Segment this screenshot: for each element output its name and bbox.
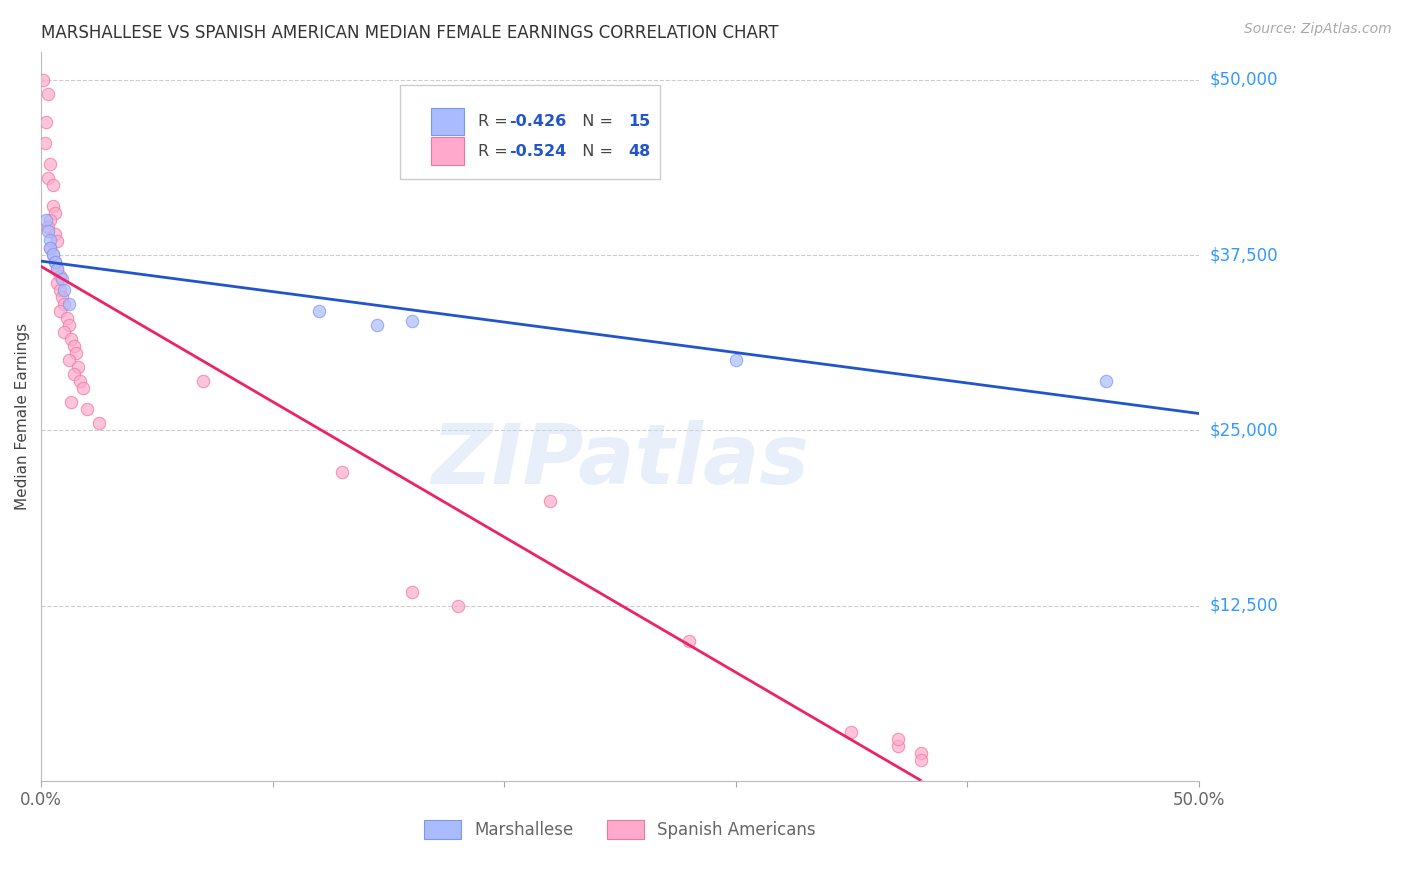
Text: $37,500: $37,500 xyxy=(1209,246,1278,264)
Point xyxy=(366,318,388,333)
Point xyxy=(41,178,63,192)
Point xyxy=(58,297,80,311)
Point xyxy=(48,304,70,318)
Point xyxy=(60,332,83,346)
Text: $25,000: $25,000 xyxy=(1209,421,1278,440)
Point xyxy=(46,234,69,248)
Text: R =: R = xyxy=(478,144,512,159)
Point xyxy=(87,417,110,431)
Point xyxy=(39,241,62,255)
Text: $50,000: $50,000 xyxy=(1209,70,1278,89)
Point xyxy=(62,339,84,353)
Point xyxy=(62,368,84,382)
Point xyxy=(60,395,83,409)
Point xyxy=(46,262,69,277)
Point xyxy=(910,746,932,760)
Point xyxy=(37,224,59,238)
Point xyxy=(55,311,77,326)
Point xyxy=(401,314,423,328)
Text: N =: N = xyxy=(572,114,619,129)
Point xyxy=(53,297,76,311)
Point xyxy=(39,213,62,227)
Point xyxy=(1095,375,1118,389)
Point xyxy=(886,731,908,746)
Point xyxy=(58,353,80,368)
Text: Source: ZipAtlas.com: Source: ZipAtlas.com xyxy=(1244,22,1392,37)
Y-axis label: Median Female Earnings: Median Female Earnings xyxy=(15,323,30,510)
Point xyxy=(330,466,353,480)
Point xyxy=(69,375,91,389)
Point xyxy=(51,290,73,304)
Point xyxy=(53,325,76,339)
Point xyxy=(841,725,863,739)
Text: R =: R = xyxy=(478,114,512,129)
Point xyxy=(37,87,59,101)
Point xyxy=(53,283,76,297)
Point xyxy=(44,206,66,220)
Text: ZIPatlas: ZIPatlas xyxy=(432,419,808,500)
Point xyxy=(193,375,215,389)
Point xyxy=(32,73,55,87)
Text: MARSHALLESE VS SPANISH AMERICAN MEDIAN FEMALE EARNINGS CORRELATION CHART: MARSHALLESE VS SPANISH AMERICAN MEDIAN F… xyxy=(41,24,779,42)
Point xyxy=(65,346,87,360)
Text: $12,500: $12,500 xyxy=(1209,597,1278,615)
Point xyxy=(41,246,63,260)
Point xyxy=(72,381,94,395)
Point xyxy=(44,255,66,269)
Point xyxy=(39,157,62,171)
Point xyxy=(34,136,56,150)
Text: -0.524: -0.524 xyxy=(509,144,567,159)
FancyBboxPatch shape xyxy=(432,137,464,165)
Point xyxy=(678,633,700,648)
Text: -0.426: -0.426 xyxy=(509,114,567,129)
Point xyxy=(538,493,561,508)
Point xyxy=(39,241,62,255)
Point xyxy=(35,115,58,129)
Point xyxy=(41,199,63,213)
Point xyxy=(44,255,66,269)
Text: N =: N = xyxy=(572,144,619,159)
Point xyxy=(67,360,90,375)
Point xyxy=(76,402,98,417)
Text: 48: 48 xyxy=(628,144,650,159)
Point xyxy=(39,233,62,247)
Point xyxy=(51,272,73,286)
FancyBboxPatch shape xyxy=(399,85,661,179)
Point xyxy=(401,584,423,599)
FancyBboxPatch shape xyxy=(432,108,464,136)
Point xyxy=(44,227,66,241)
Point xyxy=(886,739,908,753)
Point xyxy=(58,318,80,333)
Text: 15: 15 xyxy=(628,114,650,129)
Point xyxy=(48,283,70,297)
Point xyxy=(37,220,59,235)
Point xyxy=(46,262,69,277)
Point xyxy=(308,304,330,318)
Point xyxy=(46,276,69,290)
Point xyxy=(35,213,58,227)
Legend: Marshallese, Spanish Americans: Marshallese, Spanish Americans xyxy=(418,813,823,846)
Point xyxy=(48,269,70,284)
Point xyxy=(447,599,470,613)
Point xyxy=(724,353,747,368)
Point xyxy=(41,248,63,262)
Point xyxy=(37,171,59,186)
Point xyxy=(910,753,932,767)
